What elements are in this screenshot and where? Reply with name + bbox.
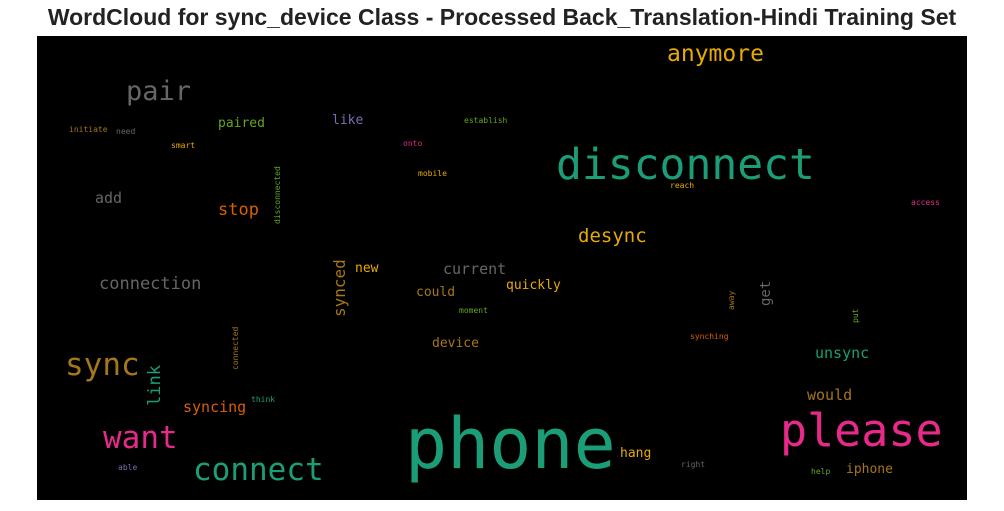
word-reach: reach — [670, 181, 695, 190]
word-anymore: anymore — [667, 41, 764, 67]
word-cloud: phone disconnect please connect want syn… — [37, 36, 967, 500]
word-would: would — [807, 386, 853, 404]
word-right: right — [681, 460, 706, 469]
word-need: need — [116, 127, 136, 136]
word-syncing: syncing — [183, 398, 247, 416]
word-iphone: iphone — [846, 462, 893, 477]
word-moment: moment — [459, 306, 488, 315]
word-get: get — [758, 280, 774, 306]
word-mobile: mobile — [418, 169, 447, 178]
word-add: add — [95, 189, 123, 207]
word-could: could — [416, 285, 456, 300]
word-help: help — [811, 467, 831, 476]
word-smart: smart — [171, 141, 196, 150]
word-connected: connected — [231, 326, 240, 370]
word-synching: synching — [690, 332, 729, 341]
word-hang: hang — [620, 446, 652, 461]
word-onto: onto — [403, 139, 423, 148]
word-put: put — [851, 308, 860, 323]
word-please: please — [780, 404, 943, 457]
word-want: want — [103, 420, 178, 456]
word-connect: connect — [193, 452, 324, 488]
word-away: away — [727, 290, 736, 310]
word-disconnect: disconnect — [556, 140, 815, 190]
word-stop: stop — [218, 200, 259, 220]
word-initiate: initiate — [69, 125, 108, 134]
word-device: device — [432, 336, 479, 351]
word-disconnected: disconnected — [273, 166, 282, 224]
word-paired: paired — [218, 116, 265, 131]
word-establish: establish — [464, 116, 508, 125]
word-like: like — [332, 113, 364, 128]
word-quickly: quickly — [506, 278, 561, 293]
word-phone: phone — [405, 403, 616, 485]
word-sync: sync — [65, 347, 140, 383]
word-connection: connection — [99, 274, 202, 294]
word-new: new — [355, 261, 379, 276]
word-able: able — [118, 463, 138, 472]
word-desync: desync — [578, 225, 647, 247]
word-unsync: unsync — [815, 344, 870, 362]
word-synced: synced — [330, 259, 349, 317]
word-access: access — [911, 198, 940, 207]
chart-title: WordCloud for sync_device Class - Proces… — [47, 4, 957, 30]
word-pair: pair — [126, 76, 192, 107]
word-think: think — [251, 395, 276, 404]
word-link: link — [145, 365, 165, 406]
word-current: current — [443, 260, 507, 278]
